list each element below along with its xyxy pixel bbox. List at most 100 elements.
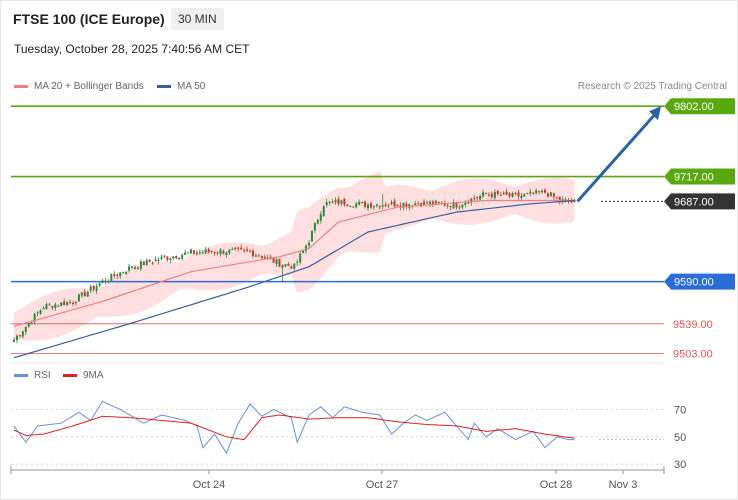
legend-9ma-label: 9MA [83,370,104,381]
candle-body [142,261,145,266]
candle-body [426,202,428,204]
candle-body [452,201,455,209]
candle-body [263,256,266,259]
candle-body [234,248,237,250]
candle-body [384,204,387,206]
candle-body [417,203,420,205]
candle-body [308,242,310,246]
candle-body [352,206,355,208]
rsi-tick-label: 30 [674,459,686,471]
level-tag-9590.00 [664,273,735,290]
candle-body [405,203,408,207]
bollinger-band [14,170,575,341]
candle-body [57,305,60,307]
projection-arrowhead [649,106,661,121]
candle-body [139,261,142,269]
candle-body [493,192,496,199]
candle-body [60,302,63,307]
candle-body [80,292,83,296]
candle-body [375,204,378,206]
candle-body [529,191,532,194]
candle-body [358,201,361,205]
legend-ma50-label: MA 50 [177,81,206,92]
candle-body [240,247,243,250]
candle-body [487,194,490,196]
candle-body [86,291,89,297]
candle-body [284,264,287,267]
candle-body [523,193,526,197]
candle-body [249,251,251,253]
candle-body [299,253,302,263]
candle-body [346,205,349,207]
candle-body [420,203,423,207]
candle-body [464,202,467,205]
candle-body [260,256,263,259]
candle-body [443,203,446,206]
candle-body [181,254,184,259]
candle-body [275,259,278,265]
candle-body [45,304,48,309]
candle-body [508,193,511,197]
candle-body [107,280,110,282]
candle-body [461,204,464,208]
candle-body [302,250,305,253]
level-label-9717.00: 9717.00 [674,172,714,184]
candle-body [225,252,228,256]
candle-body [51,305,54,308]
candle-body [204,249,207,254]
candle-body [13,339,15,343]
candle-body [319,214,322,221]
candle-body [367,204,369,209]
candle-body [166,256,169,260]
instrument-title: FTSE 100 (ICE Europe) [13,11,165,27]
x-tick-label: Oct 24 [193,479,225,491]
candle-body [287,263,290,266]
level-tag-9717.00 [664,168,735,185]
ma20-swatch [14,85,28,88]
candle-body [499,194,502,196]
legend-rsi-label: RSI [34,370,51,381]
candle-body [396,204,399,207]
rsi-tick-label: 70 [674,405,686,417]
candle-body [538,191,541,193]
ma50-swatch [157,85,171,88]
candle-body [219,249,222,255]
candle-body [110,273,113,282]
candle-body [228,249,231,254]
candle-body [33,313,36,322]
candle-body [449,206,452,208]
candle-body [36,312,39,314]
candle-body [257,255,260,257]
candle-body [89,286,92,291]
candle-body [552,193,555,197]
candle-body [485,193,487,195]
candle-body [163,255,166,257]
candle-body [128,266,131,271]
candle-body [520,195,523,199]
candle-body [104,280,107,282]
candle-body [116,274,119,276]
interval-badge[interactable]: 30 MIN [171,8,224,30]
candle-body [18,335,21,337]
candle-body [514,193,517,195]
level-label-9503.00: 9503.00 [673,349,713,361]
candle-body [343,198,346,205]
candle-body [535,190,538,194]
candle-body [355,203,358,208]
candle-body [216,252,219,254]
candle-body [222,250,225,254]
candle-body [231,248,234,250]
candle-body [296,261,299,263]
candle-body [349,205,352,207]
candle-body [24,326,27,332]
candle-body [251,250,254,257]
ma20-line [13,199,575,327]
candle-body [361,201,364,204]
candle-body [119,272,122,277]
candle-body [378,205,381,208]
candle-body [293,263,296,269]
candle-body [372,205,375,208]
candle-body [479,195,482,200]
